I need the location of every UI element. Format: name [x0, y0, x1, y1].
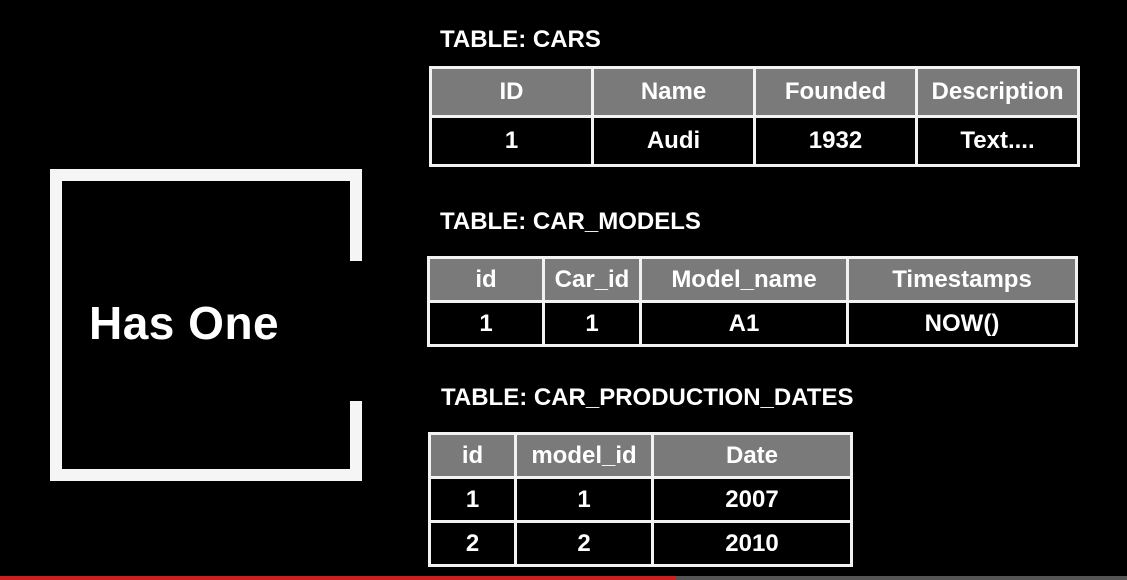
cars-cell: 1 — [429, 115, 594, 167]
production-dates-row: 1 1 2007 — [428, 476, 853, 523]
bracket-left-edge — [50, 169, 62, 481]
car-models-table: id Car_id Model_name Timestamps 1 1 A1 N… — [427, 256, 1078, 347]
production-dates-table-title: TABLE: CAR_PRODUCTION_DATES — [441, 384, 854, 411]
bracket-frame — [50, 169, 362, 481]
cars-table: ID Name Founded Description 1 Audi 1932 … — [429, 66, 1080, 167]
production-dates-cell: 2 — [514, 520, 654, 567]
car-models-header-cell: id — [427, 256, 545, 303]
car-models-header-cell: Car_id — [542, 256, 642, 303]
production-dates-cell: 1 — [514, 476, 654, 523]
production-dates-table: id model_id Date 1 1 2007 2 2 2010 — [428, 432, 853, 567]
production-dates-header-cell: model_id — [514, 432, 654, 479]
car-models-header-cell: Model_name — [639, 256, 849, 303]
production-dates-cell: 2010 — [651, 520, 853, 567]
bracket-right-bottom-edge — [350, 401, 362, 481]
cars-header-row: ID Name Founded Description — [429, 66, 1080, 118]
car-models-cell: 1 — [427, 300, 545, 347]
car-models-cell: 1 — [542, 300, 642, 347]
car-models-table-title: TABLE: CAR_MODELS — [440, 208, 701, 235]
cars-header-cell: Founded — [753, 66, 918, 118]
relationship-label: Has One — [89, 297, 280, 349]
cars-header-cell: Description — [915, 66, 1080, 118]
production-dates-header-row: id model_id Date — [428, 432, 853, 479]
production-dates-header-cell: Date — [651, 432, 853, 479]
car-models-header-row: id Car_id Model_name Timestamps — [427, 256, 1078, 303]
bracket-right-top-edge — [350, 169, 362, 261]
production-dates-cell: 1 — [428, 476, 517, 523]
bracket-top-edge — [50, 169, 362, 181]
cars-cell: Audi — [591, 115, 756, 167]
car-models-cell: NOW() — [846, 300, 1078, 347]
production-dates-header-cell: id — [428, 432, 517, 479]
bracket-bottom-edge — [50, 469, 362, 481]
video-progress-bar[interactable] — [0, 576, 1127, 580]
cars-table-title: TABLE: CARS — [440, 26, 601, 53]
cars-cell: Text.... — [915, 115, 1080, 167]
video-progress-fill — [0, 576, 677, 580]
car-models-row: 1 1 A1 NOW() — [427, 300, 1078, 347]
cars-header-cell: ID — [429, 66, 594, 118]
production-dates-cell: 2 — [428, 520, 517, 567]
cars-header-cell: Name — [591, 66, 756, 118]
production-dates-row: 2 2 2010 — [428, 520, 853, 567]
car-models-header-cell: Timestamps — [846, 256, 1078, 303]
cars-cell: 1932 — [753, 115, 918, 167]
cars-row: 1 Audi 1932 Text.... — [429, 115, 1080, 167]
production-dates-cell: 2007 — [651, 476, 853, 523]
car-models-cell: A1 — [639, 300, 849, 347]
